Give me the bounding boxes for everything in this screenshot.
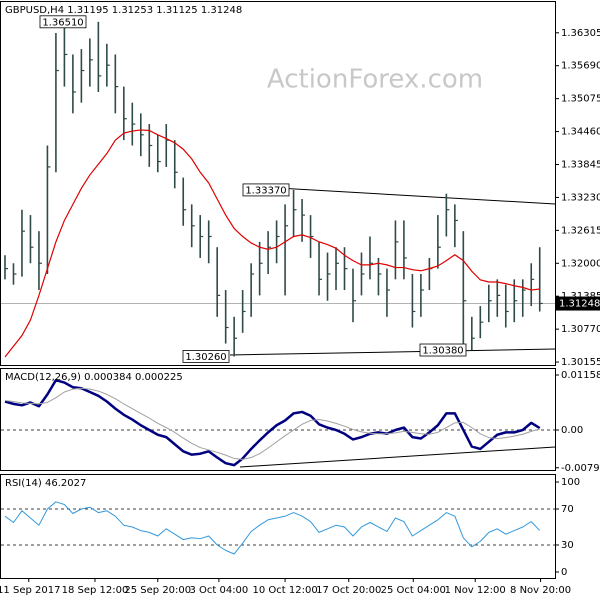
last-price-box bbox=[556, 296, 600, 311]
x-tick-label: 17 Oct 20:00 bbox=[316, 585, 381, 596]
y-tick-label: 1.32000 bbox=[561, 258, 600, 269]
annotation-box bbox=[419, 343, 467, 357]
x-tick-label: 25 Oct 04:00 bbox=[381, 585, 446, 596]
y-tick-label: 1.35690 bbox=[561, 61, 600, 72]
trend-line bbox=[229, 348, 556, 356]
macd-trend-line bbox=[239, 446, 556, 468]
moving-average bbox=[4, 129, 540, 358]
y-tick-label: 0.011588 bbox=[561, 370, 600, 381]
last-price-label: 1.31248 bbox=[559, 299, 600, 310]
y-tick-label: 0.00 bbox=[561, 425, 583, 436]
x-tick-label: 11 Sep 2017 bbox=[0, 585, 60, 596]
y-tick-label: -0.007961 bbox=[561, 463, 600, 474]
y-tick-label: 0 bbox=[561, 567, 567, 578]
y-tick-label: 30 bbox=[561, 540, 574, 551]
x-tick-label: 8 Nov 20:00 bbox=[510, 585, 571, 596]
annotation-label: 1.33370 bbox=[245, 185, 286, 196]
y-tick-label: 1.35075 bbox=[561, 94, 600, 105]
macd-panel bbox=[0, 368, 556, 471]
trend-line bbox=[242, 185, 556, 205]
x-tick-label: 3 Oct 04:00 bbox=[189, 585, 248, 596]
indicator-line bbox=[4, 387, 540, 460]
panel-title: RSI(14) 46.2027 bbox=[5, 478, 86, 489]
rsi-panel bbox=[0, 474, 556, 579]
y-tick-label: 1.30155 bbox=[561, 357, 600, 368]
y-tick-label: 1.30770 bbox=[561, 324, 600, 335]
y-tick-label: 70 bbox=[561, 504, 574, 515]
x-tick-label: 1 Nov 12:00 bbox=[445, 585, 506, 596]
y-tick-label: 1.34460 bbox=[561, 127, 600, 138]
y-tick-label: 100 bbox=[561, 477, 580, 488]
y-tick-label: 1.36305 bbox=[561, 28, 600, 39]
x-tick-label: 18 Sep 12:00 bbox=[62, 585, 129, 596]
y-tick-label: 1.33845 bbox=[561, 159, 600, 170]
annotation-label: 1.30260 bbox=[185, 352, 226, 363]
panel-title: GBPUSD,H4 1.31195 1.31253 1.31125 1.3124… bbox=[5, 5, 242, 16]
panel-title: MACD(12,26,9) 0.000384 0.000225 bbox=[5, 372, 183, 383]
indicator-line bbox=[4, 501, 541, 555]
indicator-line bbox=[4, 378, 541, 467]
annotation-box bbox=[182, 350, 230, 363]
annotation-box bbox=[39, 15, 87, 29]
annotation-label: 1.30380 bbox=[422, 346, 463, 357]
annotation-label: 1.36510 bbox=[42, 17, 83, 28]
annotation-box bbox=[242, 183, 290, 197]
x-tick-label: 25 Sep 20:00 bbox=[124, 585, 191, 596]
watermark: ActionForex.com bbox=[267, 65, 483, 95]
y-tick-label: 1.32615 bbox=[561, 225, 600, 236]
x-tick-label: 10 Oct 12:00 bbox=[252, 585, 317, 596]
y-tick-label: 1.33230 bbox=[561, 192, 600, 203]
